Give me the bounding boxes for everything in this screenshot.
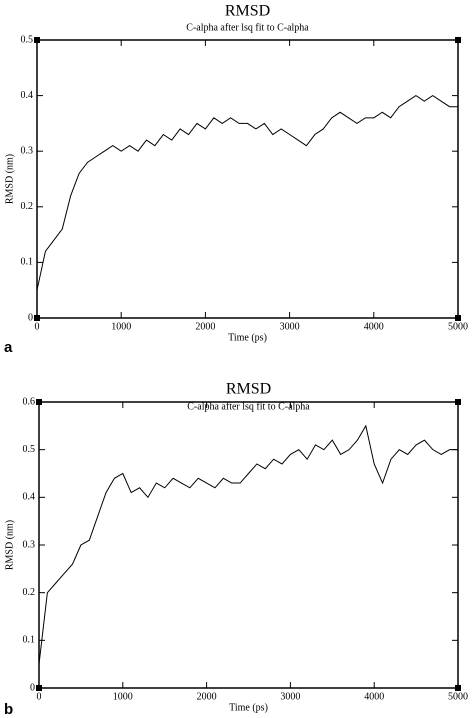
x-tick-label: 0 — [35, 321, 40, 332]
y-axis-label: RMSD (nm) — [4, 520, 15, 570]
y-tick-label: 0.1 — [21, 257, 34, 268]
chart-subtitle: C-alpha after lsq fit to C-alpha — [186, 22, 309, 33]
rmsd-line — [36, 95, 458, 291]
x-tick-label: 1000 — [111, 321, 131, 332]
corner-marker — [455, 399, 461, 405]
corner-marker — [34, 37, 40, 43]
y-tick-label: 0.2 — [23, 587, 36, 598]
chart-title: RMSD — [225, 3, 270, 20]
y-tick-label: 0.5 — [21, 34, 34, 45]
corner-marker — [455, 315, 461, 321]
x-tick-label: 5000 — [448, 691, 468, 702]
y-axis-label: RMSD (nm) — [4, 154, 15, 204]
y-tick-label: 0.6 — [23, 396, 36, 407]
rmsd-line — [38, 424, 458, 665]
x-tick-label: 0 — [37, 691, 42, 702]
y-tick-label: 0.4 — [23, 492, 36, 503]
y-tick-label: 0.3 — [23, 539, 36, 550]
x-tick-label: 5000 — [448, 321, 468, 332]
y-tick-label: 0 — [30, 682, 35, 693]
x-tick-label: 1000 — [113, 691, 133, 702]
corner-marker — [36, 685, 42, 691]
panel-label: a — [4, 339, 13, 356]
chart-subtitle: C-alpha after lsq fit to C-alpha — [187, 401, 310, 412]
x-axis-label: Time (ps) — [229, 702, 268, 713]
chart-title: RMSD — [226, 381, 271, 398]
y-tick-label: 0.4 — [21, 90, 34, 101]
x-tick-label: 3000 — [280, 321, 300, 332]
y-tick-label: 0.2 — [21, 201, 34, 212]
y-tick-label: 0.3 — [21, 145, 34, 156]
x-tick-label: 4000 — [364, 691, 384, 702]
corner-marker — [34, 315, 40, 321]
panel-label: b — [4, 701, 13, 718]
corner-marker — [455, 37, 461, 43]
plot-frame — [36, 39, 459, 319]
plot-frame — [38, 401, 459, 689]
corner-marker — [36, 399, 42, 405]
y-tick-label: 0.5 — [23, 444, 36, 455]
x-tick-label: 3000 — [280, 691, 300, 702]
x-axis-label: Time (ps) — [228, 332, 267, 343]
x-tick-label: 2000 — [197, 691, 217, 702]
y-tick-label: 0 — [28, 312, 33, 323]
y-tick-label: 0.1 — [23, 635, 36, 646]
x-tick-label: 2000 — [195, 321, 215, 332]
corner-marker — [455, 685, 461, 691]
x-tick-label: 4000 — [364, 321, 384, 332]
